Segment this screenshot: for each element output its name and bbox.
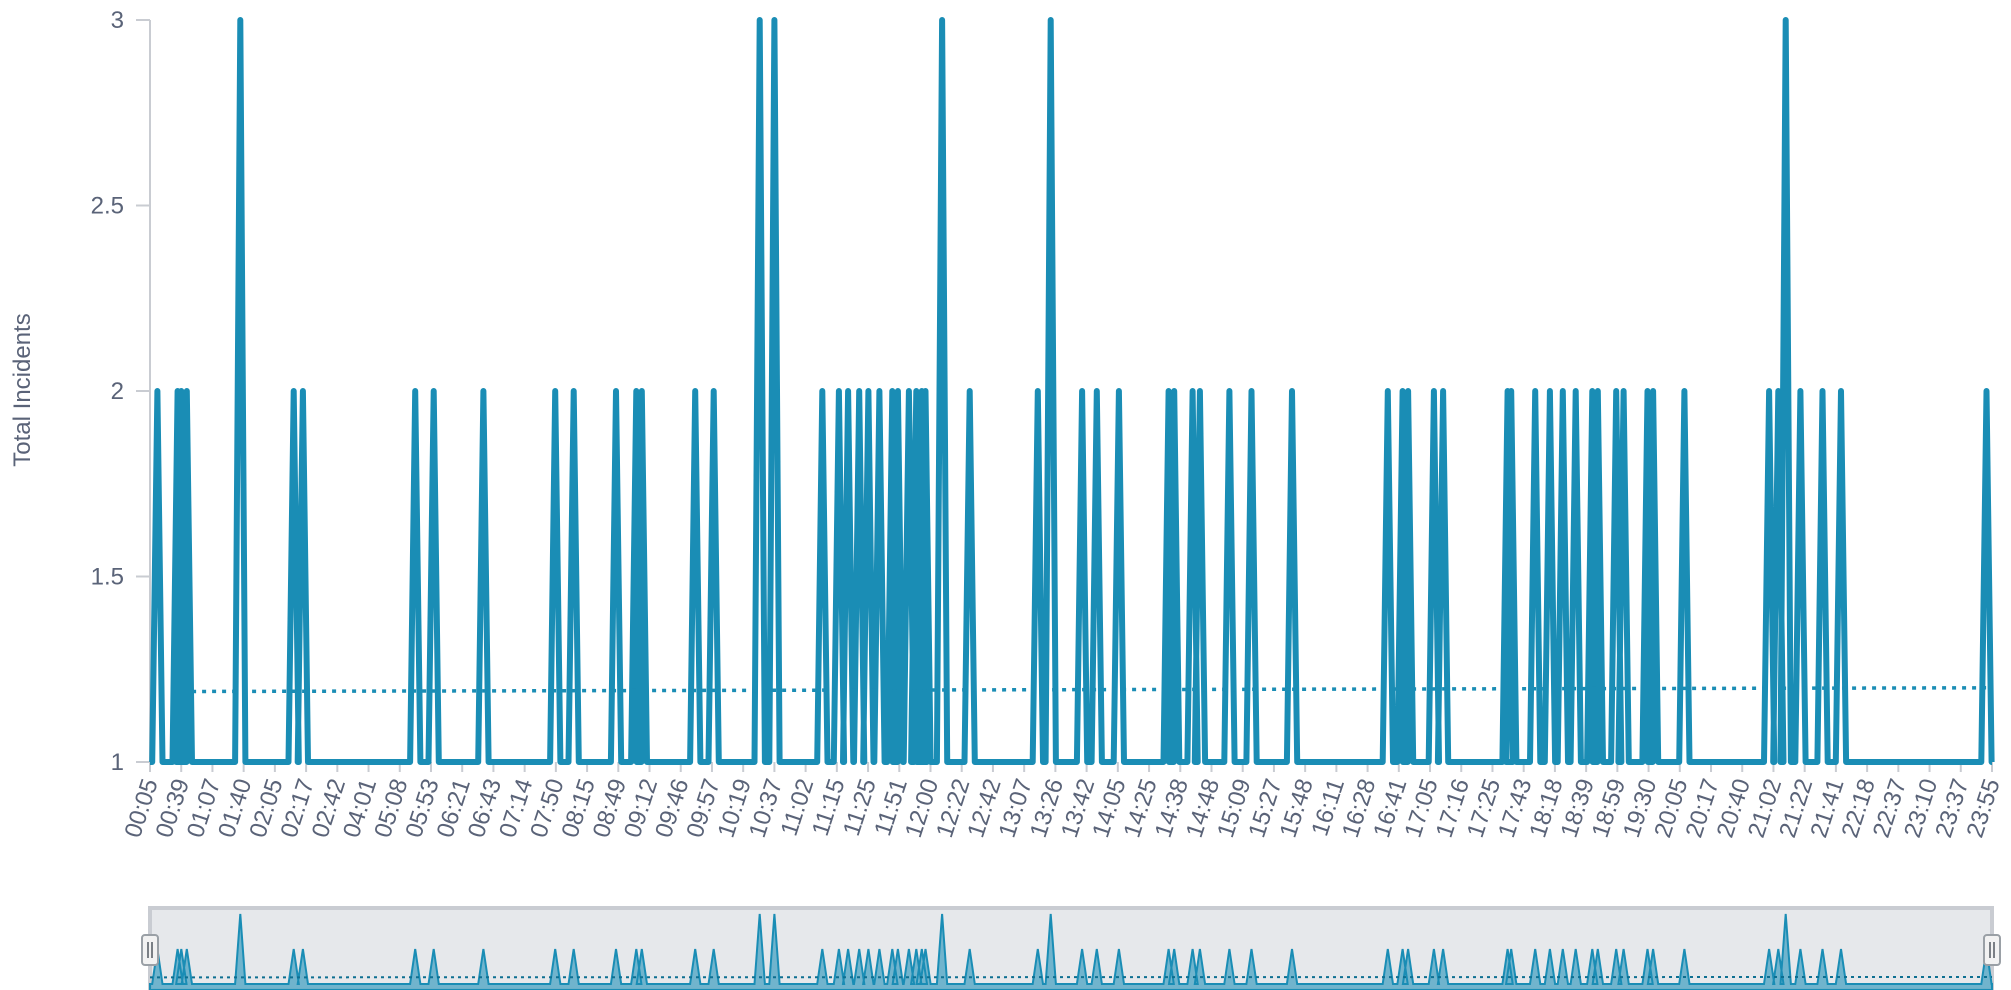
trend-line [172, 686, 1993, 694]
x-axis: 00:0500:3901:0701:4002:0502:1702:4204:01… [119, 762, 2006, 841]
y-tick-label: 1 [111, 749, 124, 776]
y-tick-label: 1.5 [91, 564, 124, 591]
y-axis: 1 1.5 2 2.5 3 [91, 7, 151, 776]
y-axis-title: Total Incidents [9, 313, 36, 466]
navigator-window [148, 906, 1994, 990]
handle-grip [1983, 934, 2001, 966]
y-tick-label: 3 [111, 7, 124, 34]
incidents-line [149, 17, 1995, 765]
y-tick-label: 2.5 [91, 193, 124, 220]
navigator-right-handle[interactable] [1983, 934, 2001, 966]
handle-grip [141, 934, 159, 966]
navigator-left-handle[interactable] [141, 934, 159, 966]
plot-area [149, 17, 1995, 765]
y-tick-label: 2 [111, 378, 124, 405]
navigator[interactable] [141, 906, 2001, 990]
navigator-series [149, 913, 1993, 990]
